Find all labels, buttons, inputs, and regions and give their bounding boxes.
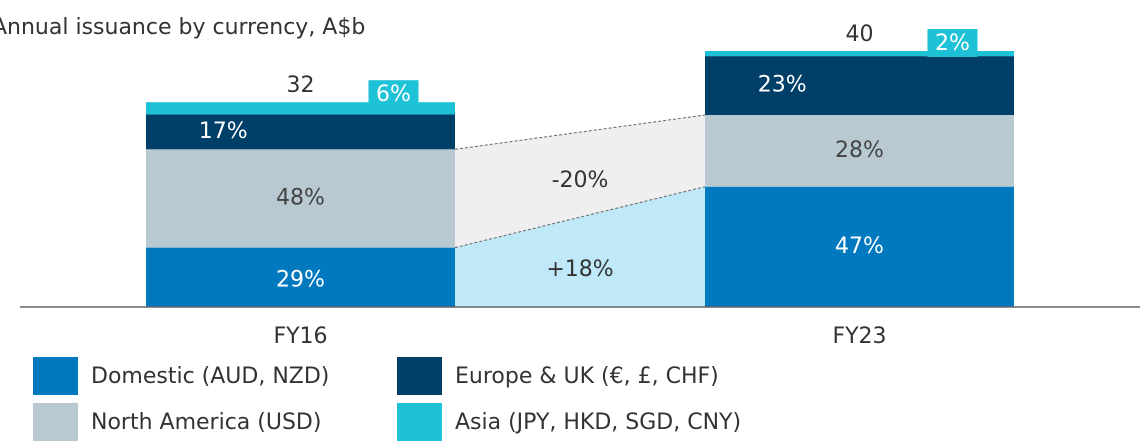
label-box (368, 80, 419, 109)
total-label: 32 (287, 73, 315, 98)
legend-label: Europe & UK (€, £, CHF) (455, 364, 719, 389)
legend-swatch (397, 403, 442, 441)
bar-segment (705, 115, 1014, 187)
chart-title: Annual issuance by currency, A$b (0, 15, 365, 40)
bar-segment (705, 56, 1014, 115)
data-label: 47% (835, 234, 884, 259)
connector-line (454, 186, 706, 249)
bar-segment (705, 51, 1014, 57)
legend-label: Domestic (AUD, NZD) (91, 364, 329, 389)
annotation: -20% (552, 168, 609, 193)
legend-label: North America (USD) (91, 410, 321, 435)
legend-swatch (33, 403, 78, 441)
data-label: 23% (758, 73, 807, 98)
data-label: 48% (276, 185, 325, 210)
label-box (927, 29, 978, 57)
bar-segment (705, 186, 1014, 307)
data-label: 6% (376, 82, 411, 107)
x-tick-label: FY23 (832, 324, 886, 349)
total-label: 40 (846, 22, 874, 47)
legend-swatch (33, 357, 78, 395)
bar-segment (146, 149, 455, 248)
legend-swatch (397, 357, 442, 395)
data-label: 2% (935, 31, 970, 56)
connectors (454, 114, 706, 307)
legend-label: Asia (JPY, HKD, SGD, CNY) (455, 410, 741, 435)
data-label: 29% (276, 267, 325, 292)
data-label: 17% (199, 119, 248, 144)
connector-line (454, 114, 706, 150)
connector-band (455, 186, 705, 307)
x-tick-label: FY16 (273, 324, 327, 349)
data-label: 28% (835, 138, 884, 163)
bar-segment (146, 247, 455, 307)
connector-band (455, 115, 705, 248)
bar-segment (146, 114, 455, 150)
annotation: +18% (546, 257, 613, 282)
